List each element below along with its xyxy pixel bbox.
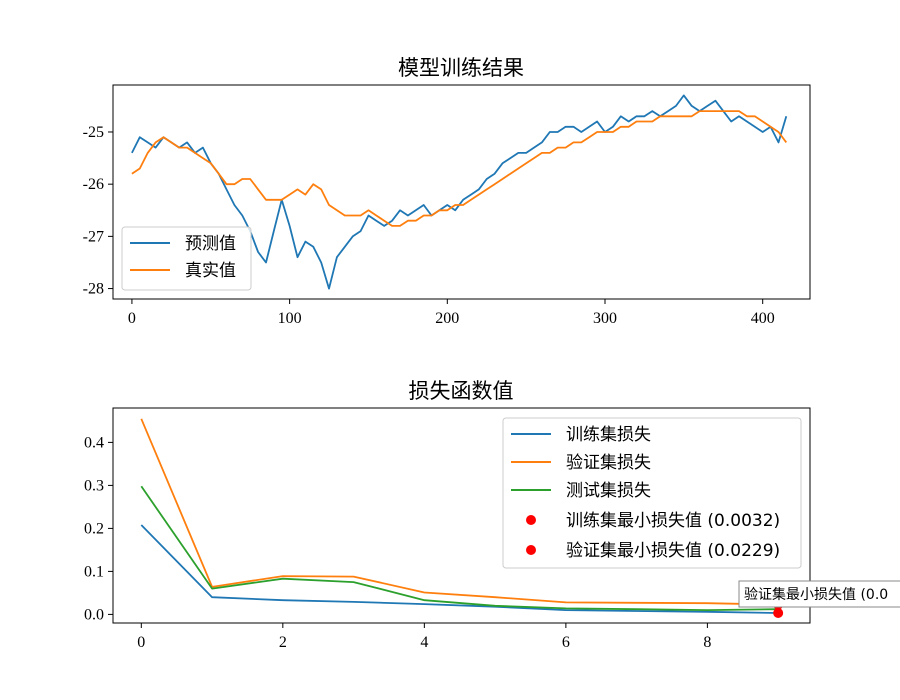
- prediction-legend: 预测值 真实值: [121, 226, 252, 291]
- legend-label-predicted: 预测值: [185, 234, 236, 254]
- loss-xtick-label: 2: [279, 634, 287, 651]
- loss-series-line-2: [140, 485, 779, 611]
- prediction-xtick-label: 300: [593, 310, 617, 327]
- loss-chart-title: 损失函数值: [409, 379, 514, 403]
- loss-series-line-0: [140, 524, 779, 614]
- prediction-ytick-label: -28: [83, 281, 104, 298]
- loss-ytick-label: 0.4: [84, 434, 104, 451]
- prediction-xtick-label: 0: [128, 310, 136, 327]
- prediction-xtick-label: 100: [278, 310, 302, 327]
- loss-plot-area: [140, 418, 784, 619]
- loss-ytick-label: 0.1: [84, 563, 104, 580]
- loss-legend-box: [502, 417, 802, 569]
- loss-xtick-label: 6: [562, 634, 570, 651]
- loss-ytick-label: 0.3: [84, 477, 104, 494]
- prediction-chart: 模型训练结果 0 100 200 300 400 -25 -26 -27 -28 预测值 真实值: [83, 56, 811, 327]
- loss-legend: 训练集损失 验证集损失 测试集损失 训练集最小损失值 (0.0032) 验证集最…: [502, 417, 802, 569]
- legend-label-val-loss: 验证集损失: [566, 453, 651, 473]
- prediction-ticks: 0 100 200 300 400 -25 -26 -27 -28: [83, 124, 775, 327]
- prediction-plot-area: [131, 94, 788, 290]
- annotation-text: 验证集最小损失值 (0.0: [744, 586, 888, 603]
- legend-label-actual: 真实值: [185, 261, 236, 281]
- loss-ticks: 0 2 4 6 8 0.0 0.1 0.2 0.3 0.4: [84, 434, 711, 651]
- prediction-axes-frame: [112, 84, 811, 300]
- prediction-xtick-label: 200: [435, 310, 459, 327]
- legend-label-test-loss: 测试集损失: [566, 481, 651, 501]
- loss-annotation: 验证集最小损失值 (0.0: [738, 580, 900, 608]
- loss-min-marker-0: [773, 608, 784, 619]
- loss-ytick-label: 0.0: [84, 606, 104, 623]
- loss-xtick-label: 0: [137, 634, 145, 651]
- annotation-box: [738, 580, 900, 608]
- loss-chart: 损失函数值 0 2 4 6 8 0.0 0.1 0.2 0.3 0.4 训练集损失 验证集损失 测…: [84, 379, 900, 651]
- legend-label-val-min: 验证集最小损失值 (0.0229): [566, 541, 780, 561]
- loss-axes-frame: [112, 407, 811, 624]
- legend-label-train-loss: 训练集损失: [566, 425, 651, 445]
- loss-xtick-label: 8: [703, 634, 711, 651]
- loss-xtick-label: 4: [420, 634, 428, 651]
- legend-label-train-min: 训练集最小损失值 (0.0032): [566, 511, 780, 531]
- prediction-ytick-label: -26: [83, 176, 104, 193]
- prediction-ytick-label: -25: [83, 124, 104, 141]
- legend-marker-val-min: [526, 545, 536, 555]
- prediction-series-line-1: [131, 110, 788, 227]
- prediction-xtick-label: 400: [751, 310, 775, 327]
- prediction-ytick-label: -27: [83, 228, 104, 245]
- loss-ytick-label: 0.2: [84, 520, 104, 537]
- legend-marker-train-min: [526, 515, 536, 525]
- loss-series-line-1: [140, 418, 779, 606]
- prediction-chart-title: 模型训练结果: [398, 56, 524, 80]
